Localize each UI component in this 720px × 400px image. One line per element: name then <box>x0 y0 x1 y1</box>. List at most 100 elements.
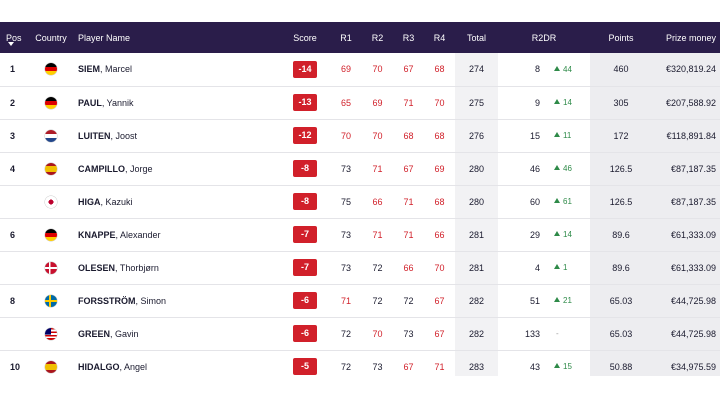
table-row[interactable]: 3 LUITEN, Joost -12 70 70 68 68 276 15 1… <box>0 119 720 152</box>
round-1: 75 <box>340 196 351 207</box>
table-row[interactable]: 1 SIEM, Marcel -14 69 70 67 68 274 8 44 … <box>0 53 720 86</box>
player-first-name: , Angel <box>119 361 148 372</box>
r2dr-value: 8 <box>534 64 540 75</box>
round-3: 67 <box>403 163 414 174</box>
round-4: 70 <box>434 262 445 273</box>
round-2: 71 <box>372 229 383 240</box>
position <box>0 185 28 218</box>
score-badge: -14 <box>293 60 317 78</box>
player-name[interactable]: SIEM, Marcel <box>74 53 280 86</box>
leaderboard-table: Pos Country Player Name Score R1 R2 R3 R… <box>0 22 720 384</box>
points: 460 <box>590 53 653 86</box>
score-badge: -13 <box>293 94 317 111</box>
arrow-up-icon <box>554 297 560 302</box>
round-1: 71 <box>340 295 351 306</box>
header-points[interactable]: Points <box>608 32 634 43</box>
header-pos-label: Pos <box>6 32 22 43</box>
total: 276 <box>455 119 498 152</box>
round-2: 70 <box>372 64 383 75</box>
r2dr-value: 15 <box>529 130 540 141</box>
arrow-up-icon <box>554 165 560 170</box>
country-cell <box>28 218 74 251</box>
header-r3[interactable]: R3 <box>402 32 415 43</box>
top-strip <box>0 0 720 22</box>
player-last-name: PAUL <box>78 97 102 108</box>
header-total[interactable]: Total <box>466 32 486 43</box>
round-1: 73 <box>340 262 351 273</box>
table-row[interactable]: HIGA, Kazuki -8 75 66 71 68 280 60 61 12… <box>0 185 720 218</box>
player-first-name: , Alexander <box>115 229 161 240</box>
round-2: 73 <box>372 361 383 372</box>
player-name[interactable]: FORSSTRÖM, Simon <box>74 284 280 317</box>
table-row[interactable]: OLESEN, Thorbjørn -7 73 72 66 70 281 4 1… <box>0 251 720 284</box>
score-badge: -8 <box>293 193 317 210</box>
table-row[interactable]: 4 CAMPILLO, Jorge -8 73 71 67 69 280 46 … <box>0 152 720 185</box>
header-r2[interactable]: R2 <box>371 32 384 43</box>
r2dr-move-value: 44 <box>563 64 572 74</box>
r2dr-move-value: 46 <box>563 164 572 173</box>
header-prize[interactable]: Prize money <box>665 32 717 43</box>
r2dr-move: 21 <box>548 284 590 317</box>
header-player[interactable]: Player Name <box>78 32 131 43</box>
header-r1[interactable]: R1 <box>340 32 352 43</box>
r2dr-move-value: 15 <box>563 362 572 371</box>
player-name[interactable]: LUITEN, Joost <box>74 119 280 152</box>
r2dr-move: 1 <box>548 251 590 284</box>
table-row[interactable]: 8 FORSSTRÖM, Simon -6 71 72 72 67 282 51… <box>0 284 720 317</box>
score-cell: -14 <box>280 53 330 86</box>
player-last-name: LUITEN <box>78 130 111 141</box>
total: 280 <box>455 152 498 185</box>
round-3: 71 <box>403 97 414 108</box>
header-r4[interactable]: R4 <box>433 32 446 43</box>
prize-money: €44,725.98 <box>652 317 720 350</box>
total: 281 <box>455 218 498 251</box>
r2dr-move: 61 <box>548 185 590 218</box>
total: 274 <box>455 53 498 86</box>
player-name[interactable]: HIDALGO, Angel <box>74 350 280 383</box>
score-cell: -7 <box>280 218 330 251</box>
score-badge: -5 <box>293 358 317 375</box>
table-row[interactable]: 6 KNAPPE, Alexander -7 73 71 71 66 281 2… <box>0 218 720 251</box>
player-name[interactable]: OLESEN, Thorbjørn <box>74 251 280 284</box>
round-2: 72 <box>372 262 383 273</box>
position: 4 <box>10 163 16 174</box>
player-first-name: , Joost <box>110 130 138 141</box>
round-3: 71 <box>403 196 414 207</box>
bottom-edge <box>0 376 720 400</box>
country-cell <box>28 86 74 119</box>
r2dr-move: 44 <box>548 53 590 86</box>
arrow-up-icon <box>554 363 560 368</box>
round-2: 66 <box>372 196 383 207</box>
round-4: 67 <box>434 328 445 339</box>
player-first-name: , Jorge <box>125 163 153 174</box>
r2dr-move-value: 61 <box>563 197 572 206</box>
player-name[interactable]: PAUL, Yannik <box>74 86 280 119</box>
table-row[interactable]: GREEN, Gavin -6 72 70 73 67 282 133 - 65… <box>0 317 720 350</box>
player-first-name: , Simon <box>135 295 167 306</box>
header-r2dr[interactable]: R2DR <box>531 32 557 43</box>
round-1: 72 <box>340 328 351 339</box>
country-cell <box>28 152 74 185</box>
table-row[interactable]: 2 PAUL, Yannik -13 65 69 71 70 275 9 14 … <box>0 86 720 119</box>
header-pos[interactable]: Pos <box>0 22 28 53</box>
r2dr-move-value: 21 <box>563 296 572 305</box>
round-4: 67 <box>434 295 445 306</box>
total: 281 <box>455 251 498 284</box>
player-name[interactable]: KNAPPE, Alexander <box>74 218 280 251</box>
score-cell: -8 <box>280 185 330 218</box>
position: 8 <box>10 295 16 306</box>
arrow-up-icon <box>554 99 560 104</box>
player-name[interactable]: HIGA, Kazuki <box>74 185 280 218</box>
header-country[interactable]: Country <box>35 32 67 43</box>
round-1: 73 <box>340 229 351 240</box>
player-name[interactable]: GREEN, Gavin <box>74 317 280 350</box>
arrow-up-icon <box>554 198 560 203</box>
score-cell: -5 <box>280 350 330 383</box>
player-name[interactable]: CAMPILLO, Jorge <box>74 152 280 185</box>
round-1: 73 <box>340 163 351 174</box>
prize-money: €207,588.92 <box>652 86 720 119</box>
player-last-name: HIDALGO <box>78 361 120 372</box>
header-score[interactable]: Score <box>293 32 317 43</box>
player-last-name: HIGA <box>78 196 101 207</box>
position: 3 <box>10 130 16 141</box>
